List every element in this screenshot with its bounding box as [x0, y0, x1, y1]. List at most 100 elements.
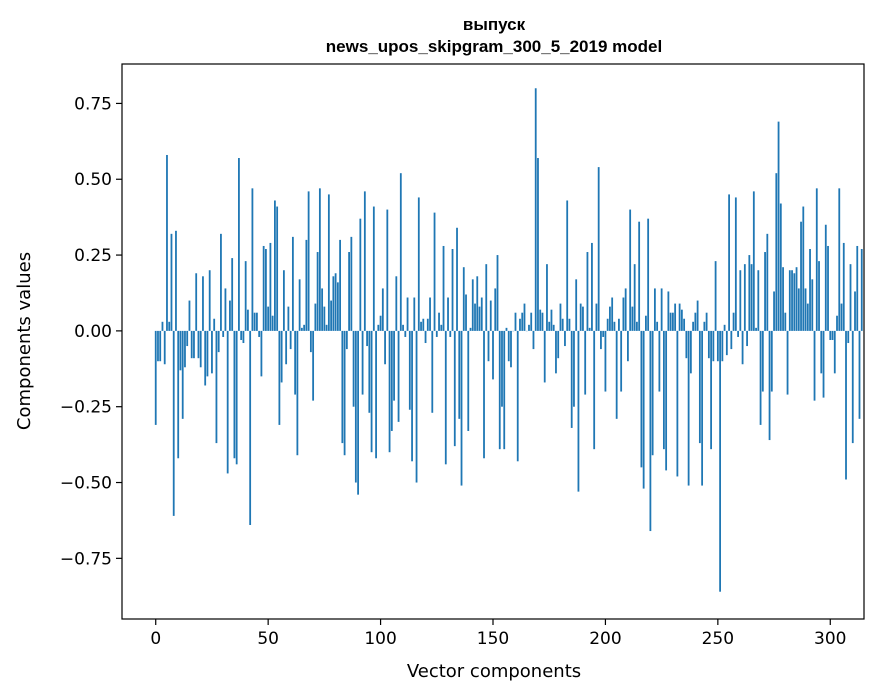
bar-309: [850, 264, 852, 331]
bar-120: [425, 331, 427, 343]
bar-43: [252, 188, 254, 331]
y-tick-label: −0.75: [60, 549, 112, 569]
bar-176: [551, 310, 553, 331]
bar-295: [818, 261, 820, 331]
bar-30: [222, 331, 224, 337]
bar-1: [157, 331, 159, 361]
bar-141: [472, 279, 474, 331]
bar-196: [596, 304, 598, 331]
bar-47: [261, 331, 263, 376]
bar-224: [658, 331, 660, 392]
bar-93: [364, 191, 366, 331]
bar-277: [778, 122, 780, 331]
bar-121: [427, 319, 429, 331]
bar-50: [267, 307, 269, 331]
bar-205: [616, 331, 618, 419]
bar-292: [811, 279, 813, 331]
bar-294: [816, 188, 818, 331]
bar-218: [645, 316, 647, 331]
bar-139: [467, 331, 469, 431]
bar-16: [191, 331, 193, 358]
bar-144: [479, 307, 481, 331]
bar-61: [292, 237, 294, 331]
bar-89: [355, 331, 357, 483]
bar-12: [182, 331, 184, 419]
bar-27: [216, 331, 218, 443]
bar-279: [782, 267, 784, 331]
bar-245: [706, 313, 708, 331]
bar-62: [294, 331, 296, 395]
bar-147: [485, 264, 487, 331]
bar-273: [769, 331, 771, 440]
bar-288: [802, 207, 804, 331]
bar-103: [386, 210, 388, 331]
bar-306: [843, 243, 845, 331]
bar-264: [748, 255, 750, 331]
bar-69: [310, 331, 312, 352]
bar-18: [195, 273, 197, 331]
bar-304: [838, 188, 840, 331]
chart-title-line1: выпуск: [463, 15, 526, 34]
bar-258: [735, 197, 737, 330]
bar-102: [384, 331, 386, 364]
bar-300: [829, 331, 831, 340]
bar-253: [724, 325, 726, 331]
bar-65: [301, 328, 303, 331]
bar-45: [256, 313, 258, 331]
bar-254: [726, 331, 728, 355]
bar-29: [220, 234, 222, 331]
bar-208: [623, 298, 625, 331]
bar-203: [611, 298, 613, 331]
bar-49: [265, 249, 267, 331]
bar-32: [227, 331, 229, 474]
bar-246: [708, 331, 710, 358]
bar-172: [542, 313, 544, 331]
bar-238: [690, 331, 692, 373]
bar-80: [335, 273, 337, 331]
bar-182: [564, 331, 566, 346]
bar-111: [404, 331, 406, 337]
bar-150: [492, 331, 494, 380]
bar-313: [859, 331, 861, 419]
bar-157: [508, 331, 510, 361]
bar-17: [193, 331, 195, 358]
bar-189: [580, 304, 582, 331]
bar-268: [757, 270, 759, 331]
bar-283: [791, 270, 793, 331]
bar-60: [290, 331, 292, 349]
bar-82: [339, 240, 341, 331]
bar-241: [697, 301, 699, 331]
bar-87: [350, 237, 352, 331]
bar-2: [159, 331, 161, 361]
bar-296: [820, 331, 822, 373]
bar-250: [717, 331, 719, 361]
bar-76: [326, 325, 328, 331]
bar-72: [317, 252, 319, 331]
y-tick-label: 0.75: [74, 94, 112, 114]
bar-179: [557, 331, 559, 358]
bar-86: [348, 252, 350, 331]
bar-143: [476, 276, 478, 331]
bar-160: [515, 313, 517, 331]
bar-285: [796, 267, 798, 331]
bar-54: [276, 207, 278, 331]
bar-247: [710, 331, 712, 449]
bar-135: [458, 331, 460, 419]
bar-108: [398, 331, 400, 422]
bar-57: [283, 270, 285, 331]
bar-119: [422, 319, 424, 331]
bar-8: [173, 331, 175, 516]
bar-239: [692, 322, 694, 331]
bar-310: [852, 331, 854, 443]
bar-200: [605, 331, 607, 392]
bar-101: [382, 288, 384, 330]
bar-67: [305, 240, 307, 331]
bar-137: [463, 267, 465, 331]
bar-259: [737, 331, 739, 337]
bar-308: [847, 331, 849, 343]
bar-10: [177, 331, 179, 458]
bar-100: [380, 316, 382, 331]
bar-162: [519, 319, 521, 331]
bar-214: [636, 322, 638, 331]
